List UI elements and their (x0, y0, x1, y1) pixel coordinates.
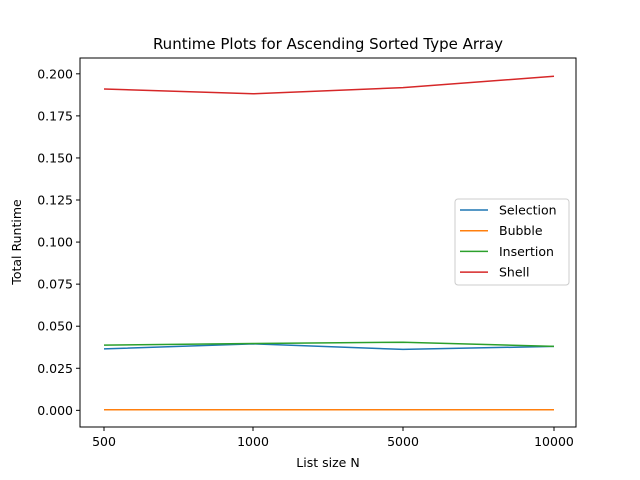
series-line-selection (103, 343, 555, 351)
x-tick-label-500: 500 (92, 434, 116, 449)
legend-box (454, 198, 570, 286)
series-line-shell (103, 75, 555, 95)
series-line-insertion (103, 341, 555, 348)
x-axis-label: List size N (296, 455, 359, 470)
x-tick-label-1000: 1000 (237, 434, 269, 449)
y-tick-label-0.100: 0.100 (37, 235, 73, 250)
y-tick-label-0.175: 0.175 (37, 108, 73, 123)
legend-label-insertion: Insertion (499, 244, 554, 259)
y-tick-label-0.050: 0.050 (37, 319, 73, 334)
plot-area (103, 75, 555, 411)
y-tick-label-0.150: 0.150 (37, 150, 73, 165)
y-tick-label-0.200: 0.200 (37, 66, 73, 81)
y-tick-label-0.075: 0.075 (37, 277, 73, 292)
x-tick-label-10000: 10000 (534, 434, 574, 449)
x-tick-label-5000: 5000 (387, 434, 419, 449)
x-axis: 500 1000 5000 10000 (92, 427, 574, 449)
y-tick-label-0.025: 0.025 (37, 361, 73, 376)
y-tick-label-0.000: 0.000 (37, 403, 73, 418)
legend: Selection Bubble Insertion Shell (454, 198, 570, 286)
legend-label-shell: Shell (499, 265, 530, 280)
legend-label-selection: Selection (499, 203, 557, 218)
chart-title: Runtime Plots for Ascending Sorted Type … (153, 35, 503, 53)
y-axis-label: Total Runtime (9, 199, 24, 286)
y-axis: 0.000 0.025 0.050 0.075 0.100 0.125 0.150 0.175… (37, 66, 80, 418)
legend-label-bubble: Bubble (499, 223, 543, 238)
y-tick-label-0.125: 0.125 (37, 193, 73, 208)
